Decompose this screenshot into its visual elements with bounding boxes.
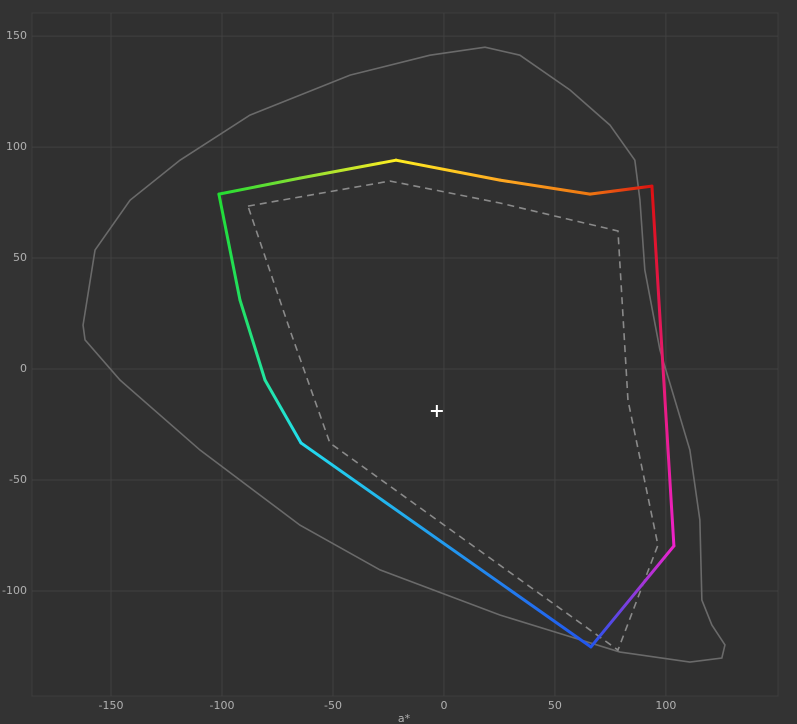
- gamut-segment: [299, 441, 593, 649]
- x-tick-label: 0: [440, 699, 447, 712]
- y-tick-label: 0: [20, 362, 27, 375]
- x-tick-label: 100: [655, 699, 676, 712]
- gamut-segment: [589, 544, 676, 649]
- y-tick-label: 100: [6, 140, 27, 153]
- y-tick-label: -50: [9, 473, 27, 486]
- gamut-segment: [498, 178, 592, 196]
- x-tick-label: -50: [324, 699, 342, 712]
- gamut-segment: [298, 158, 398, 180]
- y-tick-label: -100: [2, 584, 27, 597]
- x-tick-label: -100: [210, 699, 235, 712]
- x-tick-label: -150: [99, 699, 124, 712]
- gamut-segment: [217, 192, 242, 302]
- gamut-segment: [217, 176, 302, 196]
- gamut-segment: [588, 184, 654, 196]
- gamut-segment: [238, 298, 267, 382]
- series-line: [82, 46, 726, 663]
- gamut-segment: [394, 158, 502, 182]
- x-tick-label: 50: [548, 699, 562, 712]
- x-axis-label: a*: [398, 712, 411, 724]
- plot-area: [31, 12, 779, 697]
- y-tick-label: 150: [6, 29, 27, 42]
- gamut-segment: [650, 184, 676, 548]
- marker: [430, 404, 443, 417]
- y-tick-label: 50: [13, 251, 27, 264]
- gamut-segment: [263, 378, 303, 445]
